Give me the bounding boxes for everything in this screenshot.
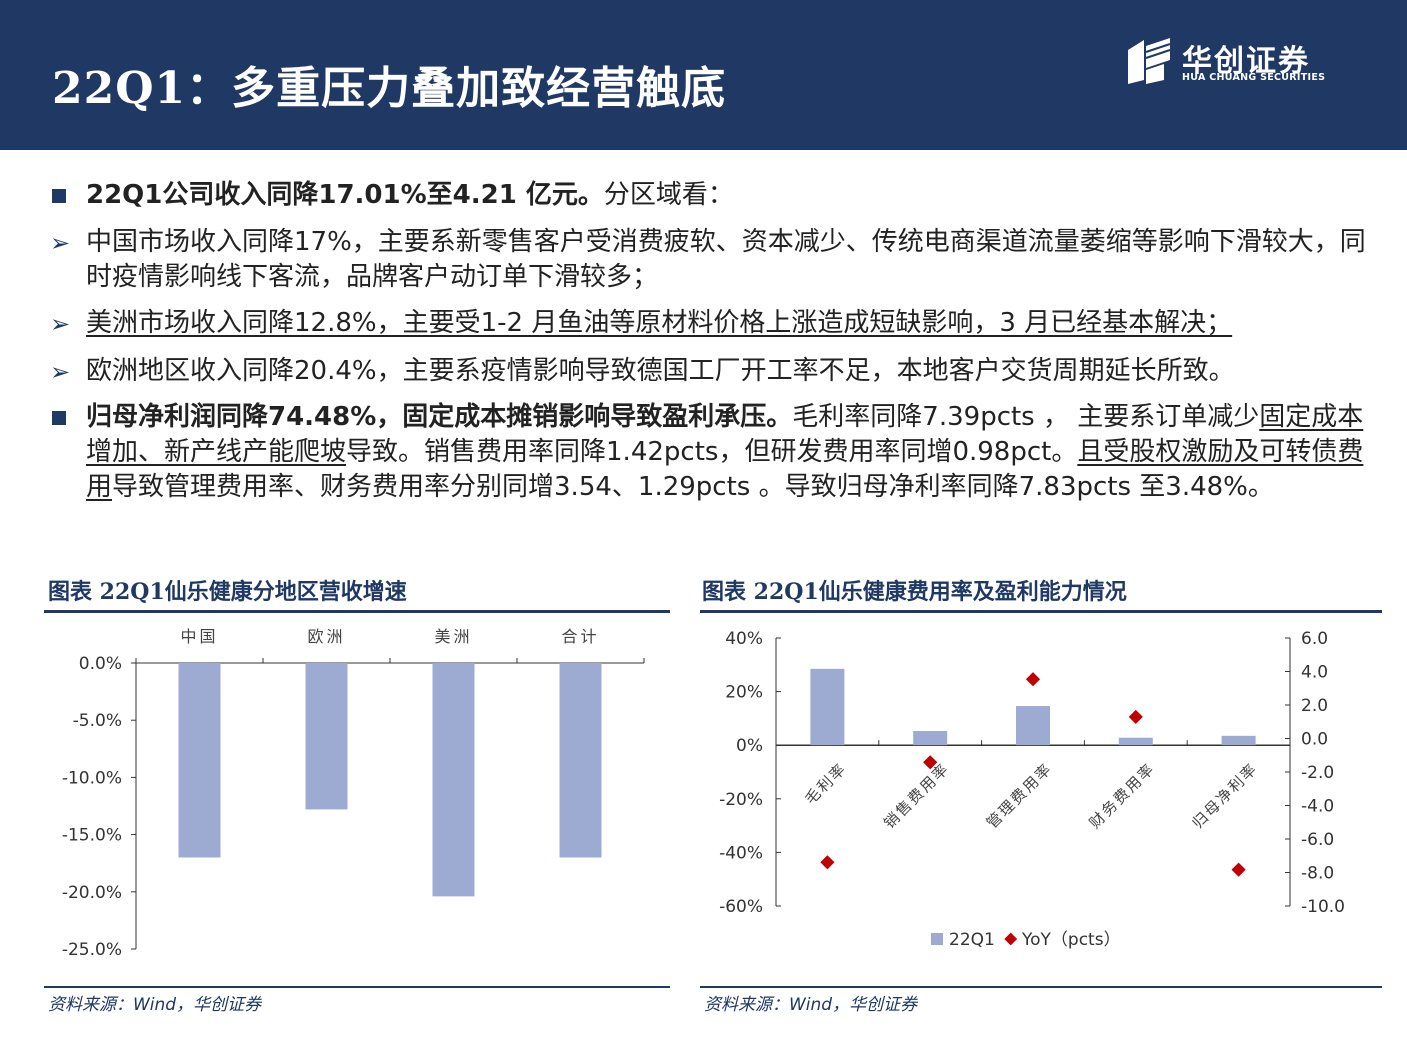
chart2-left-tick-label: -60% [719, 897, 763, 917]
chart2-yoy-point [1231, 862, 1246, 877]
bullet-text: 美洲市场收入同降12.8%，主要受1-2 月鱼油等原材料价格上涨造成短缺影响，3… [86, 308, 1233, 338]
chart2-yoy-point [1128, 709, 1143, 724]
bullet-text: 欧洲地区收入同降20.4%，主要系疫情影响导致德国工厂开工率不足，本地客户交货周… [86, 356, 1235, 386]
chart2-category-label: 管理费用率 [983, 759, 1056, 832]
chart2-top-rule [700, 610, 1382, 613]
header-bar: 22Q1：多重压力叠加致经营触底 华创证券 HUA CHUANG SECURIT… [0, 0, 1407, 150]
chart2-right-tick-label: 6.0 [1301, 629, 1328, 649]
chart1-bar [432, 663, 475, 897]
chart2-legend-point-label: YoY（pcts） [1021, 930, 1121, 950]
chart2-right-tick-label: -4.0 [1301, 797, 1334, 817]
chart2-category-label: 归母净利率 [1189, 759, 1262, 832]
chart1-y-tick-label: -15.0% [62, 826, 122, 846]
chart1-y-tick-label: -5.0% [73, 711, 122, 731]
chart1-regional-growth: 0.0% -5.0% -10.0% -15.0% -20.0% -25.0% 中国 欧洲 美洲 合… [62, 627, 645, 960]
chart1-bar [559, 663, 602, 858]
bullet-text: 分区域看： [603, 180, 734, 210]
chart1-bar [305, 663, 348, 810]
logo-en-text: HUA CHUANG SECURITIES [1182, 72, 1326, 83]
chart1-category-label: 中国 [180, 627, 218, 646]
chart1-y-tick-label: 0.0% [79, 654, 122, 674]
chart2-category-label: 销售费用率 [880, 759, 953, 832]
chart2-legend-bar-label: 22Q1 [949, 930, 995, 950]
chart1-title: 图表 22Q1仙乐健康分地区营收增速 [48, 579, 407, 605]
bullet-text: 导致管理费用率、财务费用率分别同增3.54、1.29pcts 。导致归母净利率同… [112, 472, 1274, 502]
bullet-text: 毛利率同降7.39pcts ， 主要系订单减少 [792, 402, 1260, 432]
bullet-text: 中国市场收入同降17%，主要系新零售客户受消费疲软、资本减少、传统电商渠道流量萎… [86, 227, 1366, 292]
chart1-source: 资料来源：Wind，华创证券 [48, 995, 262, 1015]
arrow-bullet-icon: ➢ [50, 310, 71, 338]
logo-mark-icon [1128, 38, 1171, 84]
chart2-right-tick-label: 0.0 [1301, 730, 1328, 750]
chart1-y-tick-label: -10.0% [62, 768, 122, 788]
chart2-yoy-point [820, 855, 835, 870]
chart2-legend-point-swatch [1004, 932, 1018, 946]
chart1-top-rule [44, 610, 670, 613]
chart2-left-tick-label: 40% [725, 629, 763, 649]
arrow-bullet-icon: ➢ [50, 229, 71, 257]
chart2-right-tick-label: -6.0 [1301, 830, 1334, 850]
bullet-underlined: 且受股权激励及可转债费用 [86, 437, 1364, 502]
chart1-category-label: 欧洲 [307, 627, 345, 646]
chart1-y-tick-label: -20.0% [62, 883, 122, 903]
chart2-source: 资料来源：Wind，华创证券 [704, 995, 918, 1015]
chart2-bar [1016, 706, 1050, 746]
chart2-right-tick-label: -2.0 [1301, 763, 1334, 783]
chart1-category-label: 美洲 [434, 627, 472, 646]
bullet-text: 导致。销售费用率同降1.42pcts，但研发费用率同增0.98pct。 [346, 437, 1078, 467]
chart2-left-tick-label: 20% [725, 683, 763, 703]
chart2-title: 图表 22Q1仙乐健康费用率及盈利能力情况 [702, 579, 1127, 605]
chart2-right-tick-label: 2.0 [1301, 696, 1328, 716]
chart2-legend-bar-swatch [931, 933, 943, 945]
bullet-bold: 归母净利润同降74.48%，固定成本摊销影响导致盈利承压。 [86, 402, 793, 432]
chart1-category-label: 合计 [561, 627, 599, 646]
chart2-left-tick-label: -40% [719, 843, 763, 863]
chart2-right-tick-label: -10.0 [1301, 897, 1345, 917]
chart2-left-tick-label: -20% [719, 790, 763, 810]
chart1-bar [178, 663, 221, 858]
logo-cn-text: 华创证券 [1182, 44, 1310, 79]
chart2-right-tick-label: 4.0 [1301, 663, 1328, 683]
chart2-bar [1118, 737, 1153, 746]
arrow-bullet-icon: ➢ [50, 358, 71, 386]
chart2-bottom-rule [700, 986, 1382, 988]
chart2-expense-ratio: 40% 20% 0% -20% -40% -60% 6.0 4.0 2.0 0.0 -2.0 -4.0… [719, 629, 1345, 950]
bullet-bold: 22Q1公司收入同降17.01%至4.21 亿元。 [86, 180, 604, 210]
chart2-left-tick-label: 0% [736, 736, 763, 756]
chart2-bar [1221, 735, 1256, 746]
chart2-bar [913, 730, 948, 746]
chart1-y-tick-label: -25.0% [62, 940, 122, 960]
chart1-bottom-rule [44, 986, 670, 988]
chart2-right-tick-label: -8.0 [1301, 864, 1334, 884]
chart2-category-label: 毛利率 [801, 759, 850, 808]
page-title: 22Q1：多重压力叠加致经营触底 [52, 63, 727, 114]
chart2-bar [810, 668, 845, 746]
chart2-category-label: 财务费用率 [1086, 759, 1159, 832]
bullet-underlined: 固定成本增加、新产线产能爬坡 [86, 402, 1364, 467]
chart2-yoy-point [1025, 672, 1041, 687]
brand-logo: 华创证券 HUA CHUANG SECURITIES [1124, 36, 1334, 88]
